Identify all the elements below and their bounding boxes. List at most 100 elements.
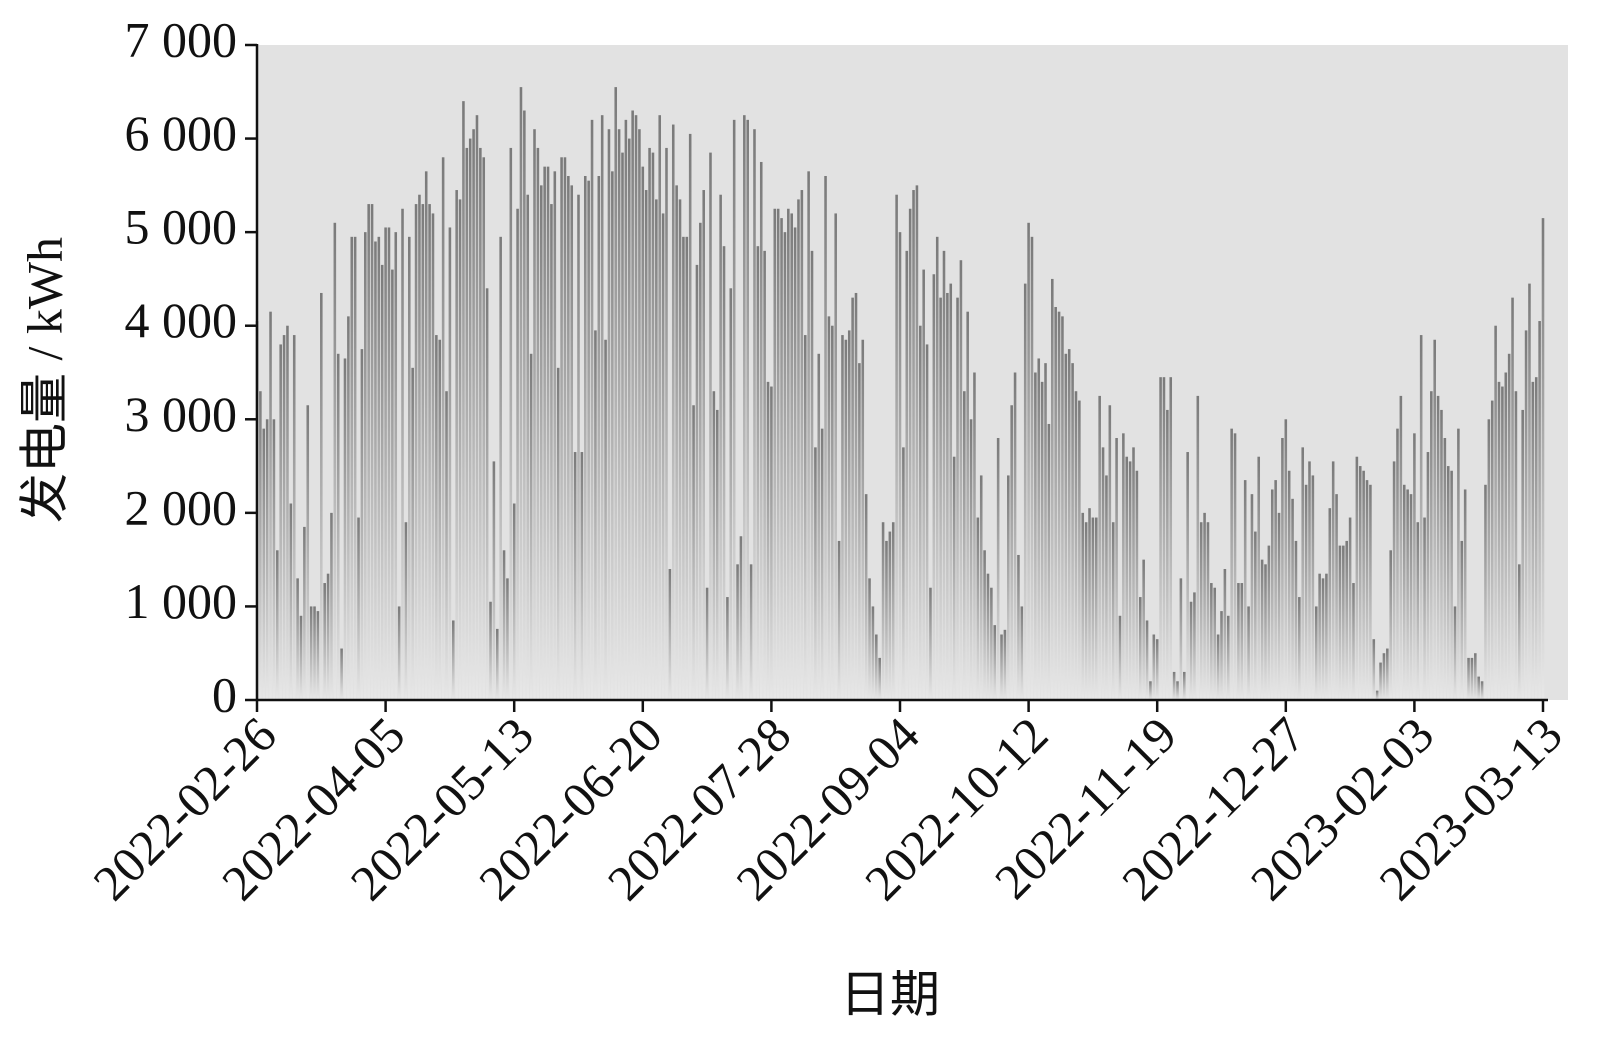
bar bbox=[286, 325, 289, 700]
bar bbox=[688, 133, 692, 701]
bar bbox=[1196, 395, 1200, 700]
bar bbox=[790, 213, 793, 700]
bar bbox=[492, 461, 496, 700]
bar bbox=[803, 335, 807, 700]
bar bbox=[580, 452, 584, 700]
bar bbox=[990, 587, 993, 700]
bar bbox=[292, 335, 296, 700]
bar bbox=[384, 227, 387, 700]
bar bbox=[1226, 615, 1230, 700]
bar bbox=[343, 358, 347, 700]
bar bbox=[783, 232, 787, 700]
bar bbox=[1155, 639, 1159, 700]
bar bbox=[560, 157, 563, 701]
bar bbox=[864, 494, 868, 700]
bar bbox=[1044, 363, 1047, 700]
bar bbox=[408, 236, 411, 701]
bar bbox=[1264, 564, 1267, 700]
bar bbox=[1162, 377, 1166, 700]
bar bbox=[1182, 671, 1186, 700]
bar bbox=[858, 363, 861, 700]
bar bbox=[759, 161, 763, 700]
bar bbox=[868, 578, 871, 700]
bar bbox=[966, 311, 969, 700]
bar bbox=[1467, 657, 1470, 700]
bar bbox=[915, 185, 919, 700]
bar bbox=[658, 115, 662, 700]
bar bbox=[1413, 433, 1416, 700]
bar bbox=[878, 657, 881, 700]
bar bbox=[1281, 438, 1284, 700]
bar bbox=[336, 353, 340, 700]
bar bbox=[763, 250, 766, 700]
bar bbox=[702, 190, 706, 701]
bar bbox=[1023, 283, 1027, 700]
bar bbox=[1047, 423, 1051, 700]
y-tick-label: 3 000 bbox=[125, 386, 238, 442]
bar bbox=[861, 339, 865, 700]
bar bbox=[1034, 372, 1037, 700]
bar bbox=[1443, 438, 1447, 700]
bar bbox=[1128, 461, 1132, 700]
bar bbox=[448, 227, 452, 700]
bar bbox=[780, 218, 783, 700]
bar bbox=[529, 353, 533, 700]
bar bbox=[1331, 461, 1335, 700]
bar bbox=[993, 625, 997, 700]
bar bbox=[699, 222, 702, 701]
bar bbox=[814, 447, 817, 700]
bar bbox=[1507, 353, 1511, 700]
bar bbox=[1416, 522, 1420, 700]
bar bbox=[600, 115, 604, 700]
bar bbox=[1409, 494, 1413, 700]
y-tick-label: 6 000 bbox=[125, 105, 238, 161]
bar bbox=[1528, 283, 1531, 700]
bar bbox=[719, 194, 722, 700]
bar bbox=[313, 606, 316, 700]
bar bbox=[424, 171, 428, 701]
bar bbox=[695, 264, 699, 700]
bar bbox=[847, 330, 851, 700]
bar bbox=[631, 110, 634, 700]
bar bbox=[952, 456, 956, 700]
bar bbox=[1277, 512, 1281, 700]
bar bbox=[597, 176, 601, 700]
bar bbox=[1027, 222, 1030, 701]
bar bbox=[787, 208, 790, 700]
bar bbox=[309, 606, 313, 700]
bar bbox=[1321, 578, 1325, 700]
bar bbox=[1372, 639, 1376, 700]
bar bbox=[1291, 498, 1294, 700]
bar bbox=[1541, 218, 1545, 700]
bar bbox=[1233, 433, 1237, 700]
bar bbox=[844, 339, 848, 700]
bar bbox=[895, 194, 898, 700]
bar bbox=[1345, 540, 1349, 700]
bar bbox=[435, 335, 438, 700]
bar bbox=[1254, 531, 1257, 700]
bar bbox=[1270, 489, 1274, 700]
bar bbox=[556, 367, 560, 700]
bar bbox=[276, 550, 279, 700]
bar bbox=[1206, 522, 1210, 700]
bar bbox=[1338, 545, 1342, 700]
bar bbox=[418, 194, 421, 700]
bar bbox=[1402, 484, 1406, 700]
bar bbox=[543, 166, 546, 701]
bar bbox=[1406, 489, 1409, 700]
bar bbox=[1159, 377, 1162, 700]
bar bbox=[875, 634, 878, 700]
bar bbox=[479, 147, 482, 700]
bar bbox=[1504, 372, 1508, 700]
bar bbox=[269, 311, 272, 700]
bar bbox=[1179, 578, 1183, 700]
bar bbox=[516, 208, 519, 700]
bar bbox=[523, 110, 526, 700]
bar bbox=[770, 386, 773, 700]
bar bbox=[553, 171, 557, 701]
bar bbox=[306, 405, 310, 700]
bar bbox=[675, 185, 678, 700]
bar bbox=[431, 213, 435, 700]
bar bbox=[1040, 381, 1044, 700]
bar bbox=[841, 335, 844, 700]
